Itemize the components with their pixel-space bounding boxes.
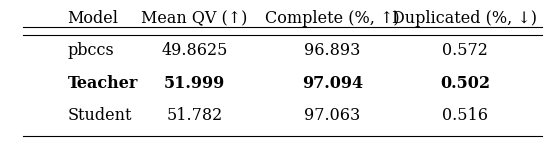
Text: 0.502: 0.502 [440,75,490,92]
Text: 97.063: 97.063 [305,107,360,124]
Text: 96.893: 96.893 [304,42,360,59]
Text: Duplicated (%, ↓): Duplicated (%, ↓) [392,10,537,27]
Text: 51.782: 51.782 [166,107,223,124]
Text: Student: Student [68,107,132,124]
Text: 51.999: 51.999 [164,75,225,92]
Text: 0.572: 0.572 [442,42,488,59]
Text: Mean QV (↑): Mean QV (↑) [141,10,248,27]
Text: 97.094: 97.094 [302,75,363,92]
Text: Teacher: Teacher [68,75,138,92]
Text: Model: Model [68,10,119,27]
Text: Complete (%, ↑): Complete (%, ↑) [265,10,400,27]
Text: 0.516: 0.516 [442,107,488,124]
Text: 49.8625: 49.8625 [161,42,228,59]
Text: pbccs: pbccs [68,42,114,59]
